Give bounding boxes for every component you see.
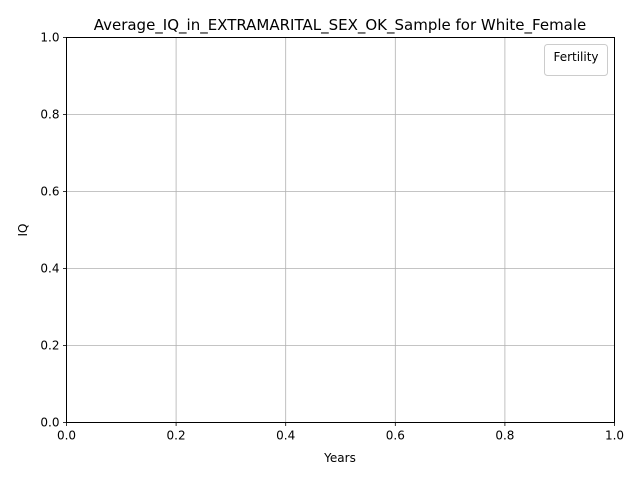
x-tick-label: 0.0 xyxy=(57,429,76,443)
y-tick-label: 0.6 xyxy=(40,185,59,199)
x-axis-ticks: 0.0 0.2 0.4 0.6 0.8 1.0 xyxy=(57,422,624,443)
y-tick-label: 0.4 xyxy=(40,262,59,276)
plot-area-frame xyxy=(66,37,615,423)
chart-title: Average_IQ_in_EXTRAMARITAL_SEX_OK_Sample… xyxy=(94,16,587,35)
legend-title: Fertility xyxy=(553,50,598,64)
x-tick-label: 0.8 xyxy=(495,429,514,443)
y-tick-label: 0.2 xyxy=(40,339,59,353)
y-axis-ticks: 0.0 0.2 0.4 0.6 0.8 1.0 xyxy=(40,31,67,430)
x-tick-label: 0.2 xyxy=(167,429,186,443)
x-tick-label: 0.6 xyxy=(386,429,405,443)
y-tick-label: 1.0 xyxy=(40,31,59,45)
grid xyxy=(66,37,615,423)
x-axis-label: Years xyxy=(323,451,356,465)
y-tick-label: 0.0 xyxy=(40,416,59,430)
x-tick-label: 1.0 xyxy=(605,429,624,443)
legend-box xyxy=(544,44,608,76)
x-tick-label: 0.4 xyxy=(276,429,295,443)
legend: Fertility xyxy=(544,44,608,76)
y-tick-label: 0.8 xyxy=(40,108,59,122)
y-axis-label: IQ xyxy=(16,224,30,237)
